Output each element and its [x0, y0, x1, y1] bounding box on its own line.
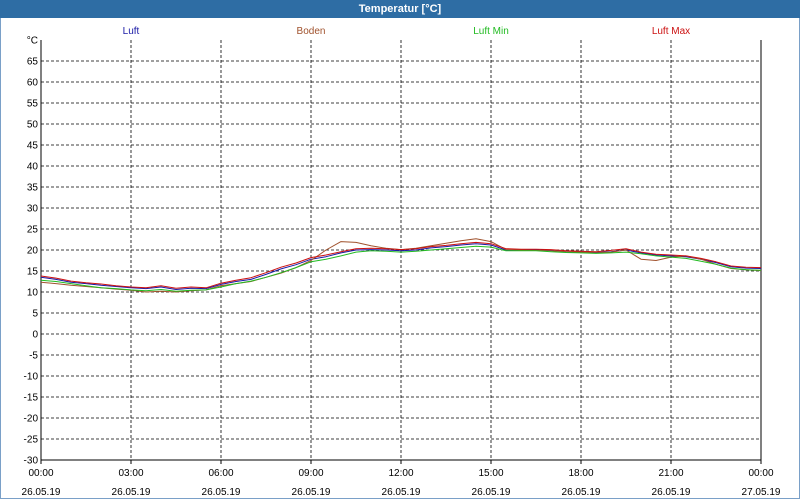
y-tick-label: 15 [27, 267, 39, 278]
series-line [40, 241, 762, 289]
legend-entry: Boden [297, 26, 326, 37]
x-tick-date: 26.05.19 [652, 487, 691, 498]
chart-title: Temperatur [°C] [0, 0, 800, 18]
legend-entry: Luft [123, 26, 140, 37]
y-tick-label: -15 [24, 393, 39, 404]
x-tick-time: 03:00 [118, 468, 143, 479]
legend-entry: Luft Max [652, 26, 690, 37]
x-tick-time: 09:00 [298, 468, 323, 479]
y-tick-label: 60 [27, 78, 39, 89]
x-tick-date: 27.05.19 [742, 487, 781, 498]
temperature-chart: Luft Boden Luft Min Luft Max -30 -25 -20 -15 -1… [22, 26, 781, 499]
grid [41, 40, 761, 460]
y-tick-label: 35 [27, 183, 39, 194]
x-tick-date: 26.05.19 [562, 487, 601, 498]
y-tick-label: -25 [24, 435, 39, 446]
legend: Luft Boden Luft Min Luft Max [123, 26, 691, 37]
x-tick-date: 26.05.19 [112, 487, 151, 498]
x-tick-date: 26.05.19 [22, 487, 61, 498]
y-tick-label: -30 [24, 456, 39, 467]
x-tick-time: 00:00 [748, 468, 773, 479]
y-tick-label: -10 [24, 372, 39, 383]
series-line [40, 243, 762, 290]
x-tick-time: 15:00 [478, 468, 503, 479]
y-tick-label: 30 [27, 204, 39, 215]
y-tick-label: 0 [32, 330, 38, 341]
y-tick-label: 40 [27, 162, 39, 173]
y-tick-label: 65 [27, 57, 39, 68]
y-tick-label: 55 [27, 99, 39, 110]
y-tick-label: -20 [24, 414, 39, 425]
y-tick-label: 5 [32, 309, 38, 320]
x-tick-time: 12:00 [388, 468, 413, 479]
y-tick-label: 20 [27, 246, 39, 257]
x-tick-time: 21:00 [658, 468, 683, 479]
x-tick-date: 26.05.19 [382, 487, 421, 498]
series-line [40, 245, 762, 292]
axes: -30 -25 -20 -15 -10 -5 0 5 10 15 20 25 30 35 40 45 50 55 6… [22, 36, 781, 499]
x-tick-date: 26.05.19 [202, 487, 241, 498]
y-tick-label: 45 [27, 141, 39, 152]
y-tick-label: -5 [29, 351, 38, 362]
series-lines [40, 238, 762, 293]
x-tick-date: 26.05.19 [292, 487, 331, 498]
chart-frame: Luft Boden Luft Min Luft Max -30 -25 -20 -15 -1… [0, 18, 800, 499]
x-tick-time: 00:00 [28, 468, 53, 479]
x-tick-time: 06:00 [208, 468, 233, 479]
legend-entry: Luft Min [473, 26, 509, 37]
x-tick-time: 18:00 [568, 468, 593, 479]
x-tick-date: 26.05.19 [472, 487, 511, 498]
y-axis-unit: °C [27, 36, 38, 47]
y-tick-label: 25 [27, 225, 39, 236]
y-tick-label: 50 [27, 120, 39, 131]
y-tick-label: 10 [27, 288, 39, 299]
